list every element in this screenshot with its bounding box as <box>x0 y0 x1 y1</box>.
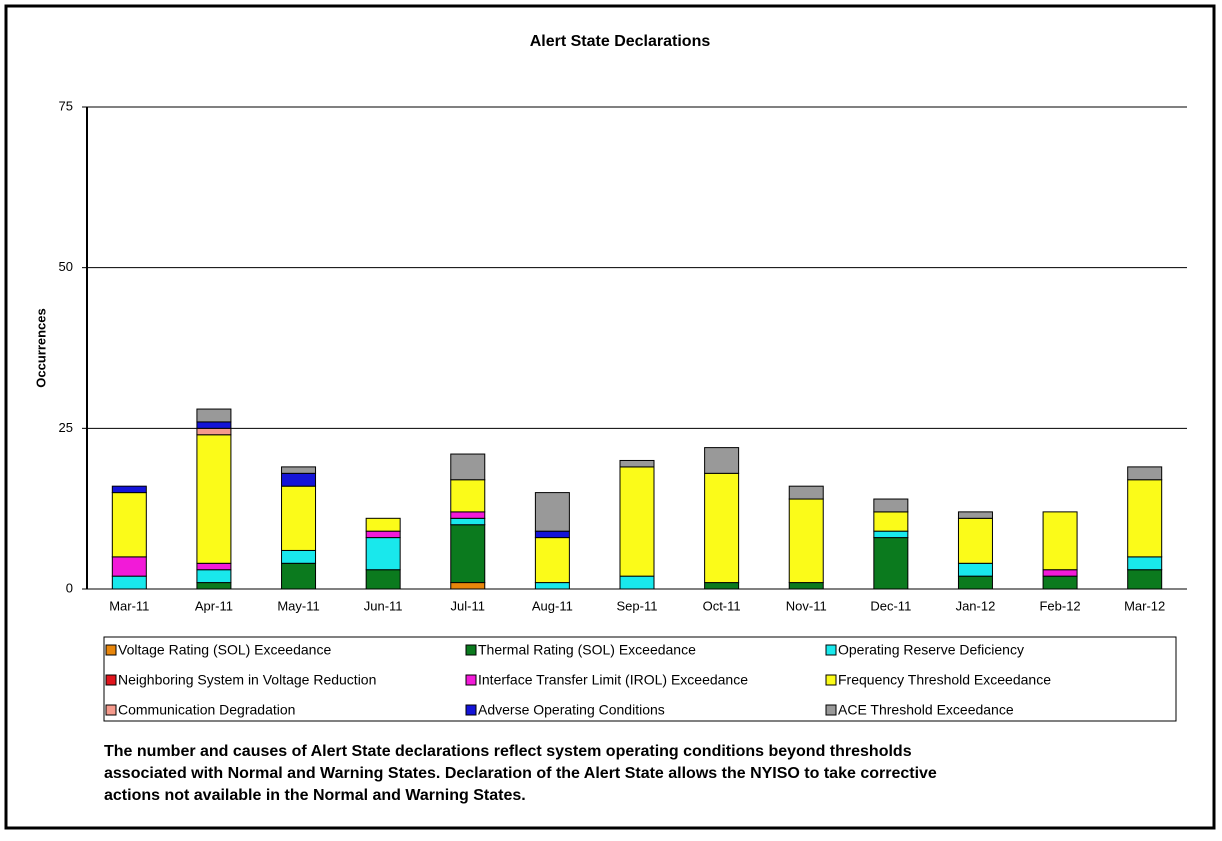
legend-swatch <box>825 704 837 716</box>
legend-swatch <box>105 674 117 686</box>
bar-segment <box>196 434 232 564</box>
caption-line: actions not available in the Normal and … <box>104 787 526 804</box>
bar-segment <box>111 556 147 577</box>
legend-label: ACE Threshold Exceedance <box>838 702 1014 718</box>
bar-segment <box>1127 466 1163 481</box>
y-axis-label: Occurrences <box>33 308 48 388</box>
x-tick-label: Jan-12 <box>956 598 996 613</box>
legend-label: Neighboring System in Voltage Reduction <box>118 672 376 688</box>
x-tick-label: Nov-11 <box>786 598 827 613</box>
bar-segment <box>957 517 993 564</box>
bar-segment <box>196 408 232 423</box>
bar-segment <box>111 485 147 494</box>
legend-swatch <box>105 644 117 656</box>
caption-line: The number and causes of Alert State dec… <box>104 743 912 760</box>
legend-label: Adverse Operating Conditions <box>478 702 665 718</box>
bar-segment <box>196 569 232 584</box>
y-tick-label: 25 <box>59 420 73 435</box>
bar-segment <box>873 498 909 513</box>
legend-swatch <box>465 704 477 716</box>
bar-segment <box>957 575 993 590</box>
bar-segment <box>450 582 486 590</box>
legend-label: Frequency Threshold Exceedance <box>838 672 1051 688</box>
bar-segment <box>450 479 486 513</box>
x-tick-label: Aug-11 <box>532 598 573 613</box>
legend-label: Operating Reserve Deficiency <box>838 642 1024 658</box>
x-tick-label: Sep-11 <box>617 598 658 613</box>
legend-label: Voltage Rating (SOL) Exceedance <box>118 642 331 658</box>
legend-swatch <box>465 644 477 656</box>
bar-segment <box>957 562 993 577</box>
bar-segment <box>196 582 232 590</box>
bar-segment <box>1127 569 1163 590</box>
x-tick-label: Oct-11 <box>703 598 741 613</box>
chart-title: Alert State Declarations <box>530 33 711 50</box>
legend-label: Communication Degradation <box>118 702 295 718</box>
bar-segment <box>619 459 655 468</box>
bar-segment <box>619 466 655 577</box>
legend-swatch <box>825 644 837 656</box>
bar-segment <box>281 472 317 487</box>
bar-segment <box>1042 569 1078 577</box>
bar-segment <box>534 530 570 539</box>
bar-segment <box>788 485 824 500</box>
x-tick-label: Mar-11 <box>109 598 149 613</box>
legend <box>103 636 1177 722</box>
legend-swatch <box>465 674 477 686</box>
bar-segment <box>365 517 401 532</box>
bar-segment <box>450 517 486 526</box>
bar-segment <box>281 549 317 564</box>
x-tick-label: Apr-11 <box>195 598 233 613</box>
bar-segment <box>704 447 740 474</box>
caption-line: associated with Normal and Warning State… <box>104 765 937 782</box>
bar-segment <box>873 511 909 532</box>
bar-segment <box>1127 479 1163 558</box>
bar-segment <box>196 427 232 436</box>
legend-label: Interface Transfer Limit (IROL) Exceedan… <box>478 672 748 688</box>
bar-segment <box>196 562 232 571</box>
x-tick-label: Dec-11 <box>870 598 911 613</box>
bar-segment <box>534 492 570 532</box>
bar-segment <box>873 537 909 590</box>
legend-label: Thermal Rating (SOL) Exceedance <box>478 642 696 658</box>
bar-segment <box>450 524 486 584</box>
bar-segment <box>957 511 993 519</box>
x-tick-label: May-11 <box>277 598 319 613</box>
bar-segment <box>450 453 486 481</box>
bar-segment <box>704 582 740 590</box>
bar-segment <box>365 537 401 571</box>
x-tick-label: Mar-12 <box>1124 598 1165 613</box>
y-tick-label: 75 <box>59 98 73 113</box>
bar-segment <box>281 466 317 474</box>
bar-segment <box>788 498 824 584</box>
bar-segment <box>1042 511 1078 571</box>
bar-segment <box>619 575 655 590</box>
y-tick-label: 0 <box>66 580 73 595</box>
bar-segment <box>281 562 317 590</box>
bar-segment <box>281 485 317 551</box>
bar-segment <box>1127 556 1163 571</box>
bar-segment <box>534 537 570 584</box>
x-tick-label: Jul-11 <box>451 598 485 613</box>
bar-segment <box>450 511 486 519</box>
bar-segment <box>365 530 401 539</box>
bar-segment <box>704 472 740 584</box>
bar-segment <box>196 421 232 429</box>
y-tick-label: 50 <box>59 259 73 274</box>
legend-swatch <box>825 674 837 686</box>
bar-segment <box>1042 575 1078 590</box>
legend-swatch <box>105 704 117 716</box>
x-tick-label: Jun-11 <box>364 598 403 613</box>
bar-segment <box>873 530 909 539</box>
bar-segment <box>534 582 570 590</box>
bar-segment <box>788 582 824 590</box>
bar-segment <box>111 575 147 590</box>
x-tick-label: Feb-12 <box>1039 598 1080 613</box>
bar-segment <box>365 569 401 590</box>
bar-segment <box>111 492 147 558</box>
